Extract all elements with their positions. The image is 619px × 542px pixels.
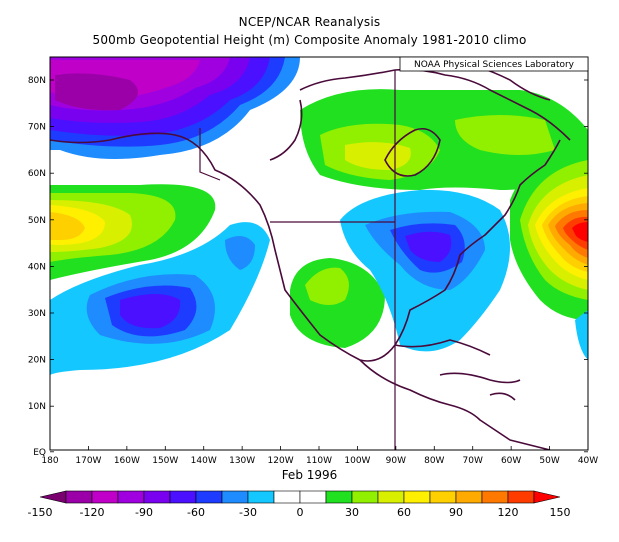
lon-label: 170W: [75, 456, 101, 466]
anomaly-field: [50, 57, 588, 450]
colorbar-tick-label: 120: [498, 506, 519, 519]
colorbar-swatch: [325, 490, 353, 504]
title-line-2: 500mb Geopotential Height (m) Composite …: [92, 33, 527, 47]
colorbar-tick-label: -120: [80, 506, 105, 519]
colorbar-tick-label: 60: [397, 506, 411, 519]
credit-label: NOAA Physical Sciences Laboratory: [414, 60, 575, 70]
lat-label: 10N: [28, 402, 46, 412]
colorbar-swatch: [455, 490, 483, 504]
colorbar-tick-label: 150: [550, 506, 571, 519]
canada-high-anomaly: [300, 89, 588, 190]
lat-label: 70N: [28, 123, 46, 133]
lon-label: 150W: [152, 456, 178, 466]
lat-label: 30N: [28, 309, 46, 319]
lat-label: 50N: [28, 216, 46, 226]
colorbar-tick-label: 0: [297, 506, 304, 519]
colorbar-swatch: [481, 490, 509, 504]
subtropical-low-anomaly: [50, 222, 270, 375]
lon-label: 50W: [539, 456, 559, 466]
pacific-high-anomaly: [50, 184, 216, 280]
lat-label: EQ: [33, 448, 46, 458]
colorbar-swatch: [65, 490, 93, 504]
southwest-high-anomaly: [290, 258, 385, 348]
colorbar-swatch: [117, 490, 145, 504]
colorbar: [39, 490, 561, 504]
colorbar-swatch: [533, 490, 561, 504]
colorbar-swatch: [299, 490, 327, 504]
colorbar-tick-label: 90: [449, 506, 463, 519]
colorbar-tick-label: -30: [239, 506, 257, 519]
longitude-labels: 180 170W 160W 150W 140W 130W 120W 110W 100W 90W 80…: [41, 456, 598, 466]
colorbar-swatch: [351, 490, 379, 504]
colorbar-swatch: [39, 490, 67, 504]
lon-label: 100W: [344, 456, 370, 466]
colorbar-tick-label: -60: [187, 506, 205, 519]
colorbar-tick-label: 30: [345, 506, 359, 519]
date-label: Feb 1996: [281, 468, 338, 482]
boundaries: [199, 70, 396, 450]
lon-label: 180: [41, 456, 58, 466]
lat-label: 80N: [28, 76, 46, 86]
title-line-1: NCEP/NCAR Reanalysis: [238, 15, 381, 29]
colorbar-swatch: [247, 490, 275, 504]
latitude-labels: 80N 70N 60N 50N 40N 30N 20N 10N EQ: [28, 76, 46, 458]
colorbar-swatch: [195, 490, 223, 504]
lon-label: 80W: [424, 456, 444, 466]
lon-label: 130W: [229, 456, 255, 466]
colorbar-swatch: [273, 490, 301, 504]
colorbar-swatch: [403, 490, 431, 504]
lon-label: 120W: [268, 456, 294, 466]
lon-label: 90W: [386, 456, 406, 466]
colorbar-swatch: [91, 490, 119, 504]
colorbar-swatch: [169, 490, 197, 504]
axis-ticks: [49, 79, 589, 453]
lon-label: 140W: [191, 456, 217, 466]
colorbar-swatch: [221, 490, 249, 504]
pacific-low-anomaly: [50, 57, 300, 159]
credit-box: NOAA Physical Sciences Laboratory: [399, 56, 589, 72]
atlantic-high-anomaly: [510, 140, 588, 360]
lon-label: 60W: [501, 456, 521, 466]
lat-label: 20N: [28, 356, 46, 366]
colorbar-swatch: [429, 490, 457, 504]
lon-label: 160W: [114, 456, 140, 466]
colorbar-tick-labels: -150 -120 -90 -60 -30 0 30 60 90 120 150: [28, 506, 571, 519]
colorbar-swatch: [143, 490, 171, 504]
lon-label: 40W: [578, 456, 598, 466]
colorbar-tick-label: -90: [135, 506, 153, 519]
lat-label: 60N: [28, 169, 46, 179]
colorbar-swatch: [507, 490, 535, 504]
colorbar-tick-label: -150: [28, 506, 53, 519]
lat-label: 40N: [28, 262, 46, 272]
colorbar-swatch: [377, 490, 405, 504]
lon-label: 70W: [463, 456, 483, 466]
lon-label: 110W: [306, 456, 332, 466]
